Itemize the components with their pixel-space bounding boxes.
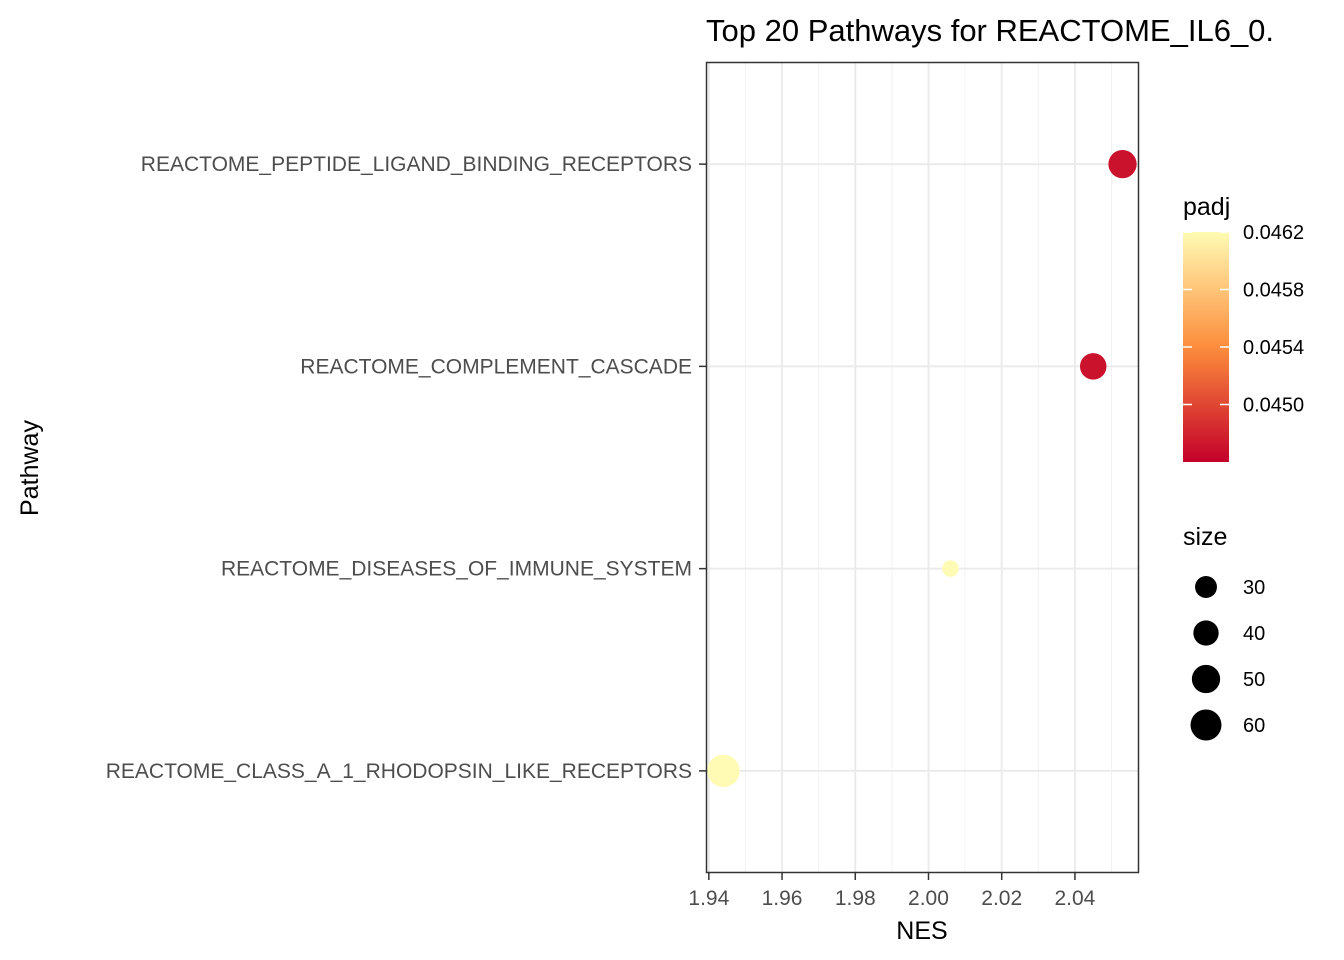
- y-axis: REACTOME_PEPTIDE_LIGAND_BINDING_RECEPTOR…: [106, 153, 707, 783]
- size-legend-dot: [1193, 620, 1219, 646]
- x-tick-label: 1.94: [688, 887, 729, 910]
- size-legend: size 30 40 50 60: [1183, 523, 1265, 741]
- colorbar-label: 0.0454: [1243, 337, 1304, 359]
- size-legend-dot: [1190, 709, 1222, 741]
- chart-title: Top 20 Pathways for REACTOME_IL6_0.: [706, 13, 1274, 48]
- y-tick-label: REACTOME_CLASS_A_1_RHODOPSIN_LIKE_RECEPT…: [106, 760, 692, 783]
- y-tick-label: REACTOME_DISEASES_OF_IMMUNE_SYSTEM: [221, 558, 692, 581]
- size-legend-label: 60: [1243, 715, 1265, 737]
- data-point: [707, 754, 740, 788]
- x-axis: 1.94 1.96 1.98 2.00 2.02 2.04: [688, 872, 1096, 910]
- size-legend-label: 30: [1243, 577, 1265, 599]
- colorbar-label: 0.0450: [1243, 395, 1304, 417]
- x-axis-title: NES: [896, 917, 947, 945]
- size-legend-keys: 30 40 50 60: [1190, 576, 1265, 741]
- colorbar-label: 0.0458: [1243, 280, 1304, 302]
- padj-legend-title: padj: [1183, 193, 1230, 221]
- size-legend-title: size: [1183, 523, 1227, 551]
- colorbar-label: 0.0462: [1243, 222, 1304, 244]
- x-tick-label: 2.00: [908, 887, 949, 910]
- size-legend-label: 50: [1243, 669, 1265, 691]
- size-legend-label: 40: [1243, 623, 1265, 645]
- padj-colorbar-ticks: 0.0462 0.0458 0.0454 0.0450: [1183, 222, 1304, 417]
- x-tick-label: 2.04: [1054, 887, 1095, 910]
- x-tick-label: 2.02: [981, 887, 1022, 910]
- size-legend-dot: [1195, 576, 1217, 598]
- data-point: [1108, 149, 1137, 179]
- data-point: [1079, 353, 1107, 380]
- major-gridlines: [707, 63, 1139, 872]
- x-tick-label: 1.96: [762, 887, 803, 910]
- minor-gridlines: [744, 63, 1113, 872]
- size-legend-dot: [1191, 664, 1221, 694]
- y-tick-label: REACTOME_PEPTIDE_LIGAND_BINDING_RECEPTOR…: [141, 153, 692, 176]
- y-axis-title: Pathway: [16, 420, 44, 516]
- x-tick-label: 1.98: [835, 887, 876, 910]
- data-points: [707, 149, 1137, 788]
- padj-legend: padj 0.0462 0.0458 0.0454 0.0450: [1183, 193, 1304, 462]
- data-point: [942, 560, 959, 577]
- panel-border: [705, 61, 1140, 874]
- y-tick-label: REACTOME_COMPLEMENT_CASCADE: [300, 355, 692, 378]
